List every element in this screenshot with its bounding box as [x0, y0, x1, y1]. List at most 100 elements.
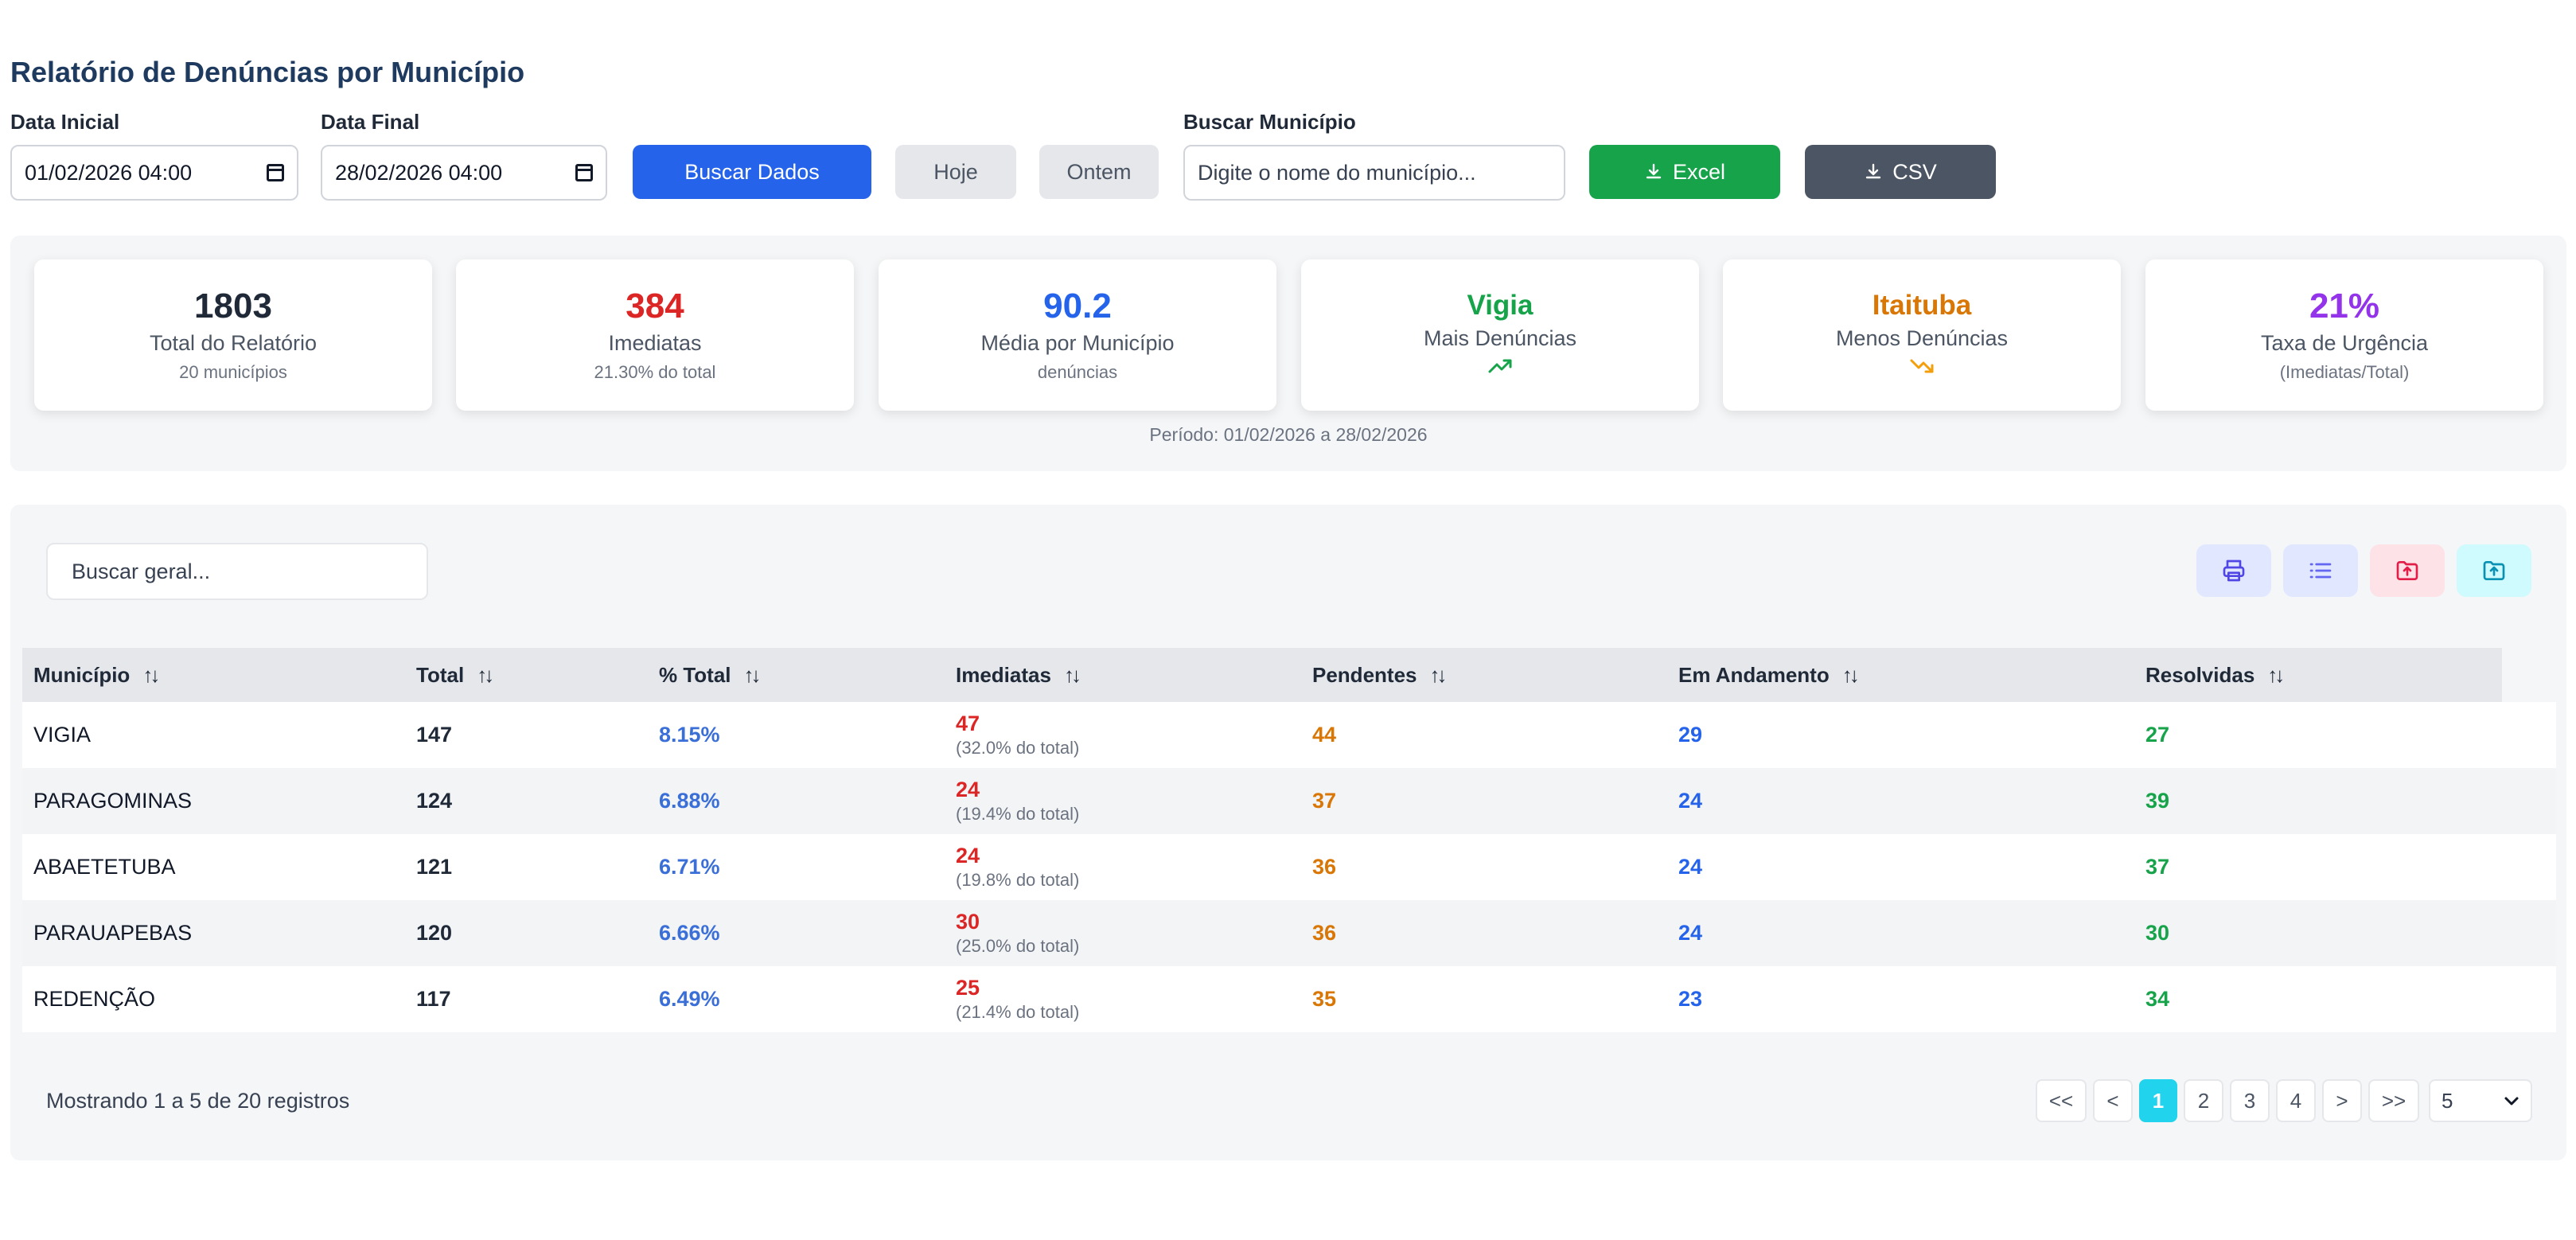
- stat-total-value: 1803: [194, 287, 272, 326]
- column-em-andamento[interactable]: Em Andamento ↑↓: [1678, 648, 1860, 702]
- cell-andamento: 24: [1678, 855, 1703, 879]
- column-resolvidas[interactable]: Resolvidas ↑↓: [2145, 648, 2285, 702]
- stat-card-imediatas: 384 Imediatas 21.30% do total: [456, 259, 854, 411]
- stat-card-media: 90.2 Média por Município denúncias: [879, 259, 1276, 411]
- first-page-button[interactable]: <<: [2036, 1079, 2087, 1122]
- printer-icon: [2223, 560, 2245, 582]
- sort-icon[interactable]: ↑↓: [1841, 662, 1860, 687]
- sort-icon[interactable]: ↑↓: [1429, 662, 1448, 687]
- end-date-label: Data Final: [321, 110, 420, 134]
- cell-pendentes: 44: [1312, 723, 1337, 747]
- cell-resolvidas: 27: [2145, 723, 2170, 747]
- stat-media-sub: denúncias: [1037, 362, 1118, 382]
- list-icon: [2309, 563, 2332, 579]
- stat-imediatas-value: 384: [625, 287, 684, 326]
- excel-export-button[interactable]: Excel: [1589, 145, 1780, 199]
- table-row[interactable]: PARAUAPEBAS 120 6.66% 30 (25.0% do total…: [22, 900, 2556, 966]
- cell-andamento: 29: [1678, 723, 1703, 747]
- stat-imediatas-sub: 21.30% do total: [594, 362, 716, 382]
- page-size-select[interactable]: 5: [2429, 1079, 2532, 1122]
- cell-imediatas: 24 (19.8% do total): [956, 834, 1079, 900]
- export-pdf-button[interactable]: [2370, 544, 2445, 597]
- today-button[interactable]: Hoje: [895, 145, 1016, 199]
- cell-imediatas: 24 (19.4% do total): [956, 768, 1079, 834]
- sort-icon[interactable]: ↑↓: [142, 662, 160, 687]
- report-period: Período: 01/02/2026 a 28/02/2026: [1149, 424, 1428, 445]
- column-pendentes[interactable]: Pendentes ↑↓: [1312, 648, 1448, 702]
- yesterday-button[interactable]: Ontem: [1039, 145, 1159, 199]
- print-button[interactable]: [2196, 544, 2271, 597]
- cell-total: 120: [416, 921, 453, 945]
- cell-municipio: ABAETETUBA: [33, 855, 176, 879]
- imediatas-percent: (21.4% do total): [956, 1002, 1080, 1022]
- stat-taxa-label: Taxa de Urgência: [2260, 331, 2429, 355]
- municipio-search-label: Buscar Município: [1183, 110, 1356, 134]
- imediatas-count: 24: [956, 778, 980, 801]
- stat-card-taxa: 21% Taxa de Urgência (Imediatas/Total): [2145, 259, 2543, 411]
- search-data-button[interactable]: Buscar Dados: [633, 145, 871, 199]
- table-row[interactable]: VIGIA 147 8.15% 47 (32.0% do total) 44 2…: [22, 702, 2556, 768]
- imediatas-count: 47: [956, 712, 980, 735]
- cell-pendentes: 37: [1312, 789, 1337, 813]
- table-row[interactable]: ABAETETUBA 121 6.71% 24 (19.8% do total)…: [22, 834, 2556, 900]
- page-4-button[interactable]: 4: [2276, 1079, 2316, 1122]
- folder-upload-icon: [2396, 561, 2418, 580]
- stat-card-mais: Vigia Mais Denúncias: [1301, 259, 1699, 411]
- cell-pct: 6.66%: [659, 921, 720, 945]
- stat-media-value: 90.2: [1043, 287, 1112, 326]
- columns-button[interactable]: [2283, 544, 2358, 597]
- last-page-button[interactable]: >>: [2368, 1079, 2419, 1122]
- table-row[interactable]: PARAGOMINAS 124 6.88% 24 (19.4% do total…: [22, 768, 2556, 834]
- sort-icon[interactable]: ↑↓: [1063, 662, 1081, 687]
- sort-icon[interactable]: ↑↓: [477, 662, 494, 687]
- column-total[interactable]: Total ↑↓: [416, 648, 494, 702]
- cell-total: 121: [416, 855, 453, 879]
- trend-down-icon: [1723, 357, 2121, 379]
- cell-total: 147: [416, 723, 453, 747]
- cell-andamento: 24: [1678, 789, 1703, 813]
- export-xls-button[interactable]: [2457, 544, 2531, 597]
- end-date-input[interactable]: 28/02/2026 04:00: [321, 145, 607, 201]
- sort-icon[interactable]: ↑↓: [2267, 662, 2285, 687]
- page-3-button[interactable]: 3: [2230, 1079, 2270, 1122]
- column-label: Pendentes: [1312, 662, 1417, 687]
- csv-export-button[interactable]: CSV: [1805, 145, 1996, 199]
- stat-mais-value: Vigia: [1467, 290, 1534, 321]
- cell-municipio: REDENÇÃO: [33, 987, 156, 1011]
- stat-total-sub: 20 municípios: [179, 362, 287, 382]
- trend-up-icon: [1301, 357, 1699, 379]
- column-label: % Total: [659, 662, 731, 687]
- imediatas-count: 25: [956, 976, 980, 1000]
- cell-pct: 6.88%: [659, 789, 720, 813]
- start-date-input[interactable]: 01/02/2026 04:00: [10, 145, 298, 201]
- cell-resolvidas: 37: [2145, 855, 2170, 879]
- sort-icon[interactable]: ↑↓: [743, 662, 762, 687]
- cell-resolvidas: 39: [2145, 789, 2170, 813]
- prev-page-button[interactable]: <: [2093, 1079, 2133, 1122]
- table-row[interactable]: REDENÇÃO 117 6.49% 25 (21.4% do total) 3…: [22, 966, 2556, 1032]
- start-date-label: Data Inicial: [10, 110, 120, 134]
- records-summary: Mostrando 1 a 5 de 20 registros: [46, 1089, 350, 1113]
- next-page-button[interactable]: >: [2322, 1079, 2362, 1122]
- page-2-button[interactable]: 2: [2184, 1079, 2223, 1122]
- stat-media-label: Média por Município: [980, 331, 1175, 355]
- column-pct-total[interactable]: % Total ↑↓: [659, 648, 762, 702]
- column-imediatas[interactable]: Imediatas ↑↓: [956, 648, 1081, 702]
- column-municipio[interactable]: Município ↑↓: [33, 648, 160, 702]
- page-1-button[interactable]: 1: [2139, 1079, 2177, 1122]
- imediatas-count: 30: [956, 910, 980, 934]
- calendar-icon[interactable]: [267, 164, 284, 181]
- global-search-input[interactable]: Buscar geral...: [46, 543, 428, 600]
- stats-panel: [10, 236, 2566, 471]
- folder-upload-icon: [2483, 561, 2505, 580]
- stat-taxa-sub: (Imediatas/Total): [2279, 362, 2410, 382]
- imediatas-percent: (19.8% do total): [956, 870, 1080, 890]
- cell-resolvidas: 34: [2145, 987, 2170, 1011]
- stat-imediatas-label: Imediatas: [608, 331, 702, 355]
- column-label: Em Andamento: [1678, 662, 1830, 687]
- cell-imediatas: 47 (32.0% do total): [956, 702, 1079, 768]
- municipio-search-input[interactable]: Digite o nome do município...: [1183, 145, 1565, 201]
- excel-label: Excel: [1672, 159, 1726, 184]
- cell-resolvidas: 30: [2145, 921, 2170, 945]
- calendar-icon[interactable]: [575, 164, 593, 181]
